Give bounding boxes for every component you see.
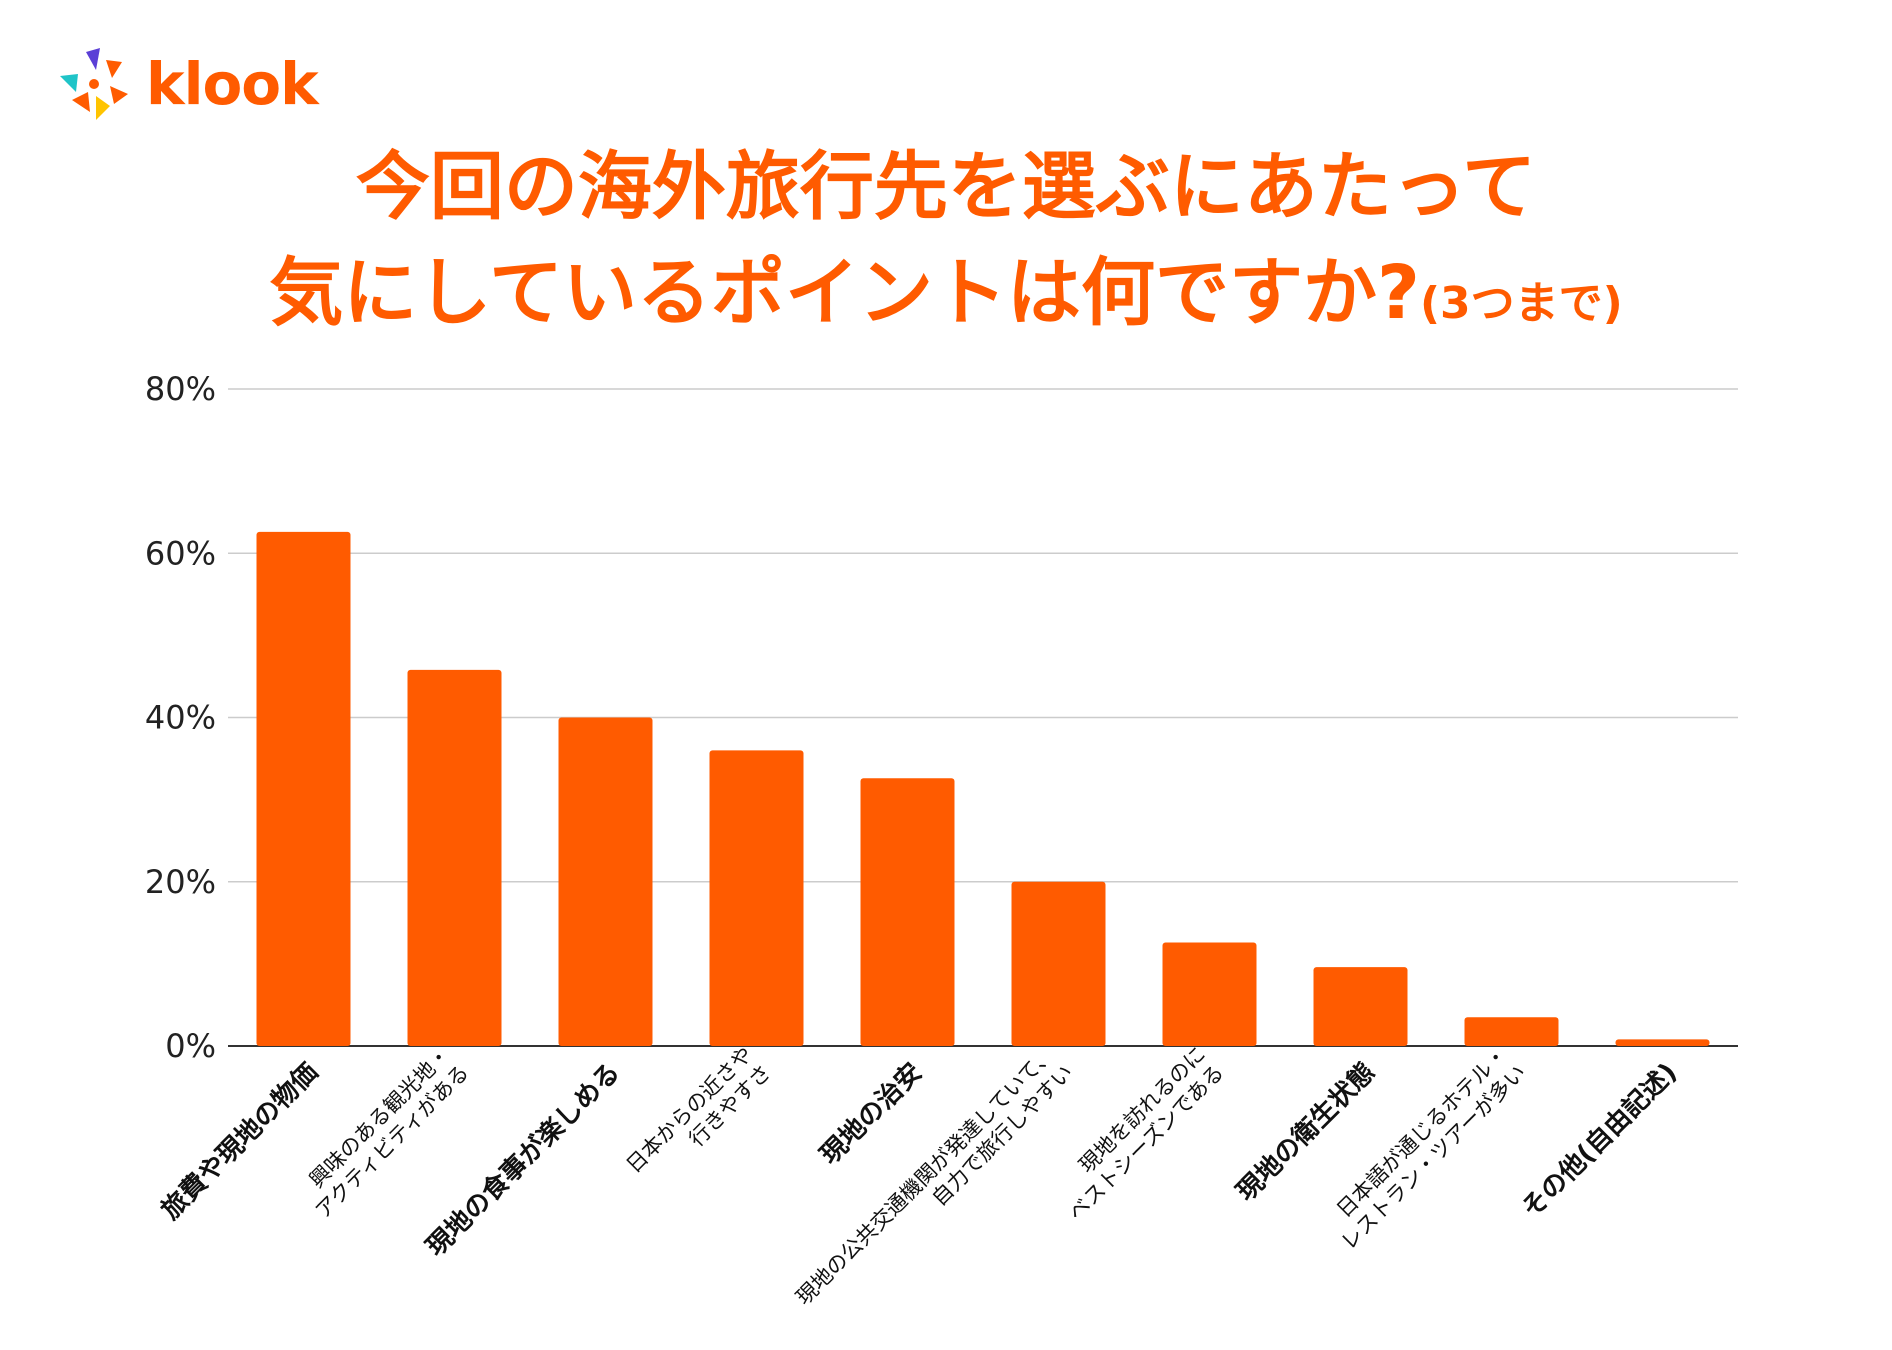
category-label: 日本からの近さや行きやすさ: [622, 1042, 776, 1196]
category-label: 旅費や現地の物価: [156, 1057, 324, 1225]
category-label-line: ベストシーズンである: [1064, 1060, 1229, 1225]
bar: [256, 531, 351, 1046]
bar: [1615, 1039, 1710, 1046]
chart-title-line2: 気にしているポイントは何ですか?(3つまで): [0, 256, 1892, 330]
category-label-line: 現地の治安: [815, 1057, 928, 1170]
chart-title-line1: 今回の海外旅行先を選ぶにあたって: [355, 144, 1537, 230]
category-label: 現地の治安: [815, 1057, 928, 1170]
category-label-line: 現地の公共交通機関が発達していて、: [792, 1042, 1060, 1310]
category-label-line: アクティビティがある: [311, 1060, 474, 1223]
category-label-line: 旅費や現地の物価: [156, 1057, 324, 1225]
y-axis-tick-labels: 0% 20% 40% 60% 80%: [145, 370, 216, 1065]
category-label: 現地の公共交通機関が発達していて、自力で旅行しやすい: [792, 1042, 1078, 1328]
bar: [860, 778, 955, 1046]
bar: [558, 717, 653, 1046]
bar: [1162, 942, 1257, 1046]
klook-logo: klook: [56, 46, 319, 122]
chart-title-main: 気にしているポイントは何ですか?: [269, 250, 1420, 336]
bar: [1313, 967, 1408, 1046]
y-tick-label: 80%: [145, 370, 216, 408]
y-tick-label: 40%: [145, 699, 216, 737]
y-tick-label: 20%: [145, 863, 216, 901]
y-tick-label: 60%: [145, 534, 216, 572]
klook-logo-icon: [60, 48, 128, 120]
category-label: 興味のある観光地・アクティビティがある: [292, 1042, 473, 1223]
category-label: その他(自由記述): [1516, 1057, 1683, 1224]
bar: [1011, 881, 1106, 1046]
chart-title-note: (3つまで): [1419, 278, 1623, 329]
category-label: 現地を訪れるのにベストシーズンである: [1045, 1042, 1228, 1225]
y-tick-label: 0%: [165, 1027, 216, 1065]
bar: [1464, 1017, 1559, 1046]
bar: [709, 750, 804, 1046]
bar: [407, 669, 502, 1046]
chart-bars: [256, 531, 1710, 1046]
x-axis-category-labels: 旅費や現地の物価興味のある観光地・アクティビティがある現地の食事が楽しめる日本か…: [156, 1042, 1683, 1328]
klook-logo-text: klook: [146, 50, 319, 118]
category-label-line: その他(自由記述): [1516, 1057, 1683, 1224]
